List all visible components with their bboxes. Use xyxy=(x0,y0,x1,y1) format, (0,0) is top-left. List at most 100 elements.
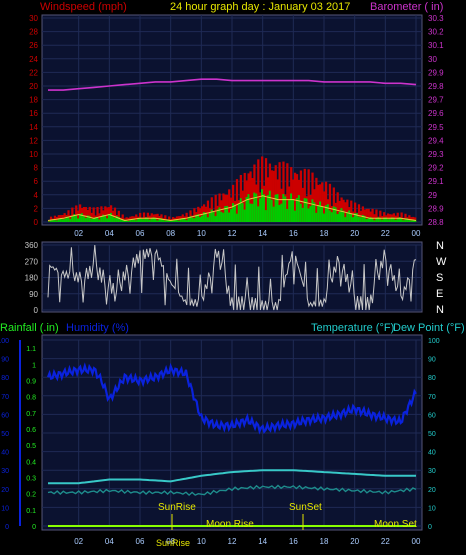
wind-avg-bar xyxy=(199,217,202,222)
wind-x-tick: 18 xyxy=(320,229,329,238)
wind-gust-bar xyxy=(261,156,264,222)
wind-gust-bar xyxy=(328,183,332,222)
wind-avg-bar xyxy=(292,198,295,222)
wind-avg-bar xyxy=(177,220,181,222)
wind-gust-bar xyxy=(117,210,120,222)
temperature-axis-title: Temperature (°F) xyxy=(311,322,394,334)
wind-avg-bar xyxy=(379,218,382,222)
wind-tick-label: 16 xyxy=(29,109,38,118)
temp-x-tick: 04 xyxy=(105,537,114,546)
baro-tick-label: 29 xyxy=(428,191,437,200)
wind-gust-bar xyxy=(49,216,53,222)
wind-avg-bar xyxy=(336,214,339,222)
wind-avg-bar xyxy=(193,218,196,222)
wind-avg-bar xyxy=(247,194,250,222)
wind-gust-bar xyxy=(98,213,101,222)
wind-avg-bar xyxy=(73,214,76,222)
temp-tick-label: 80 xyxy=(428,375,436,382)
wind-avg-bar xyxy=(293,210,297,222)
wind-avg-bar xyxy=(350,213,353,222)
wind-gust-bar xyxy=(48,219,51,222)
wind-gust-bar xyxy=(75,205,78,222)
wind-avg-bar xyxy=(400,218,403,222)
temp-tick-label: 30 xyxy=(428,468,436,475)
wind-avg-bar xyxy=(255,193,258,222)
wind-avg-bar xyxy=(129,219,132,222)
wind-avg-bar xyxy=(305,198,308,222)
temp-x-tick: 12 xyxy=(228,537,237,546)
direction-series-line xyxy=(47,244,417,311)
wind-avg-bar xyxy=(398,217,401,222)
wind-x-tick: 08 xyxy=(166,229,175,238)
wind-avg-bar xyxy=(55,220,58,222)
wind-gust-bar xyxy=(301,187,304,222)
temp-x-tick: 20 xyxy=(350,537,359,546)
wind-avg-bar xyxy=(140,218,144,222)
wind-avg-bar xyxy=(369,217,372,222)
wind-avg-bar xyxy=(154,218,157,222)
wind-avg-bar xyxy=(148,219,151,222)
wind-avg-bar xyxy=(102,214,105,222)
wind-avg-bar xyxy=(373,220,376,222)
barometer-series-line xyxy=(48,78,417,91)
wind-gust-bar xyxy=(369,211,372,222)
wind-avg-bar xyxy=(363,215,366,222)
wind-avg-bar xyxy=(381,219,384,222)
wind-gust-bar xyxy=(82,207,86,222)
dir-tick-label: 360 xyxy=(25,241,39,250)
baro-tick-label: 30.2 xyxy=(428,28,444,37)
wind-avg-bar xyxy=(214,216,217,222)
temp-series-line xyxy=(46,362,417,435)
wind-avg-bar xyxy=(71,216,74,222)
wind-avg-bar xyxy=(86,215,89,222)
wind-avg-bar xyxy=(299,203,303,222)
wind-avg-bar xyxy=(179,219,182,222)
barometer-line xyxy=(48,78,417,91)
wind-avg-bar xyxy=(386,219,390,222)
wind-avg-bar xyxy=(201,215,204,222)
baro-tick-label: 29.8 xyxy=(428,82,444,91)
wind-avg-bar xyxy=(98,219,101,222)
wind-avg-bar xyxy=(342,210,345,222)
wind-tick-label: 30 xyxy=(29,14,38,23)
wind-avg-bar xyxy=(119,219,122,222)
wind-avg-bar xyxy=(404,218,407,222)
wind-avg-bar xyxy=(49,220,53,222)
wind-avg-bar xyxy=(262,194,266,222)
wind-avg-bar xyxy=(48,221,51,222)
wind-avg-bar xyxy=(133,219,136,222)
wind-x-tick: 14 xyxy=(258,229,267,238)
wind-avg-bar xyxy=(323,213,326,222)
humidity-tick-label: 70 xyxy=(1,394,9,401)
dir-tick-label: 180 xyxy=(25,274,39,283)
rain-tick-label: 0.7 xyxy=(26,411,36,418)
temp-tick-label: 100 xyxy=(428,338,440,345)
wind-gust-bar xyxy=(332,187,335,222)
wind-gust-bar xyxy=(206,200,210,222)
wind-avg-bar xyxy=(113,217,117,222)
wind-avg-bar xyxy=(361,214,365,222)
wind-avg-bar xyxy=(385,217,388,222)
wind-avg-bar xyxy=(88,215,91,222)
wind-gust-bar xyxy=(367,208,370,222)
wind-avg-bar xyxy=(162,219,165,222)
wind-avg-bar xyxy=(216,209,219,222)
wind-avg-bar xyxy=(332,206,335,222)
wind-avg-bar xyxy=(51,219,55,222)
compass-label: S xyxy=(436,272,443,284)
wind-avg-bar xyxy=(218,207,221,222)
wind-avg-bar xyxy=(230,209,233,222)
wind-avg-bar xyxy=(92,218,95,222)
wind-avg-bar xyxy=(270,199,273,222)
wind-gust-bar xyxy=(53,215,57,222)
dir-tick-label: 270 xyxy=(25,257,39,266)
wind-x-tick: 10 xyxy=(197,229,206,238)
wind-avg-bar xyxy=(290,193,293,222)
wind-gust-bar xyxy=(164,215,167,222)
wind-gust-bar xyxy=(135,214,138,222)
temp-x-tick: 00 xyxy=(412,537,421,546)
wind-avg-bar xyxy=(61,219,64,222)
wind-gust-bar xyxy=(160,214,163,222)
wind-gust-bar xyxy=(249,171,252,222)
